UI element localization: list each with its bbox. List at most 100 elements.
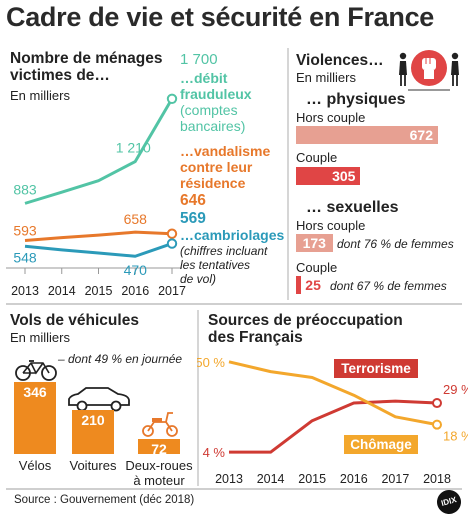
sex-couple-label: Couple	[296, 260, 338, 275]
phys-hors-couple-bar	[296, 126, 438, 144]
debit-2016-label: 1 210	[116, 140, 151, 156]
concerns-x-tick-label: 2016	[340, 472, 368, 486]
sex-couple-bar	[296, 276, 302, 294]
households-x-tick-label: 2014	[48, 284, 76, 298]
scooter-icon	[142, 412, 178, 437]
households-x-tick-label: 2017	[158, 284, 186, 298]
debit-line	[24, 98, 174, 205]
phys-hors-couple-bar-value: 672	[409, 127, 433, 143]
concerns-x-tick-label: 2018	[423, 472, 451, 486]
phys-couple-bar-value: 305	[332, 168, 356, 184]
households-x-tick-label: 2013	[11, 284, 39, 298]
idix-logo-text: IDIX	[440, 495, 458, 508]
households-title: Nombre de ménages victimes de…	[10, 50, 162, 84]
vehicle-bar-value: 346	[23, 384, 47, 400]
debit-2013-label: 883	[13, 181, 37, 197]
vehicle-category-label: Vélos	[18, 458, 52, 473]
vandalism-series-label-line: …vandalisme	[180, 143, 270, 159]
sex-couple-note: dont 67 % de femmes	[330, 279, 447, 293]
debit-series-label-line: bancaires)	[180, 118, 245, 134]
phys-couple-bar	[296, 167, 361, 185]
concerns-chart: 2013 2014 2015 2016 2017 2018 4 % 50 % 29 % 18 % T…	[197, 355, 468, 486]
burglary-series-label: …cambriolages	[180, 227, 284, 243]
unemployment-legend-box	[344, 435, 418, 454]
infographic-title: Cadre de vie et sécurité en France	[6, 2, 434, 32]
sex-hors-couple-bar	[296, 234, 333, 252]
burglary-line	[24, 242, 173, 258]
burglary-2016-label: 470	[124, 262, 148, 278]
concerns-title-line1: Sources de préoccupation	[208, 312, 403, 329]
burglary-2013-label: 548	[13, 249, 37, 265]
vehicle-bar	[14, 382, 56, 454]
concerns-title: Sources de préoccupation des Français	[208, 312, 403, 346]
terrorism-legend-label: Terrorisme	[341, 361, 411, 376]
unemployment-legend-label: Chômage	[350, 437, 412, 452]
burglary-note-line: de vol)	[180, 272, 216, 286]
vehicle-category-label: à moteur	[133, 473, 185, 488]
sex-hors-couple-label: Hors couple	[296, 218, 366, 233]
vertical-divider-bottom	[197, 310, 199, 486]
terrorism-2013-label: 4 %	[203, 445, 226, 460]
sex-couple-bar-value: 25	[305, 277, 321, 293]
unemployment-line	[228, 360, 438, 427]
violence-icon	[399, 50, 459, 91]
debit-2017-value: 1 700	[180, 51, 218, 68]
debit-series-label-line: frauduleux	[180, 86, 252, 102]
unemployment-line-end-marker	[432, 419, 442, 430]
debit-series-label-line: (comptes	[180, 102, 238, 118]
vandalism-series-label-line: résidence	[180, 175, 246, 191]
violence-unit: En milliers	[296, 70, 356, 85]
bicycle-icon	[15, 360, 57, 381]
concerns-x-tick-label: 2017	[381, 472, 409, 486]
vehicle-bar-value: 210	[81, 412, 105, 429]
households-unit: En milliers	[10, 88, 70, 103]
horizontal-divider-bottom	[6, 488, 462, 490]
concerns-x-tick-label: 2013	[215, 472, 243, 486]
households-x-tick-label: 2016	[121, 284, 149, 298]
debit-line-end-marker	[166, 93, 178, 105]
vehicle-category-label: Voitures	[69, 458, 117, 473]
concerns-x-tick-label: 2015	[298, 472, 326, 486]
violence-sexual-title: … sexuelles	[306, 199, 399, 216]
phys-couple-label: Couple	[296, 150, 338, 165]
violence-physical-title: … physiques	[306, 91, 406, 108]
burglary-note-line: (chiffres incluant	[180, 244, 268, 258]
households-title-line1: Nombre de ménages	[10, 50, 163, 67]
burglary-note-line: les tentatives	[180, 258, 250, 272]
violence-title: Violences…	[296, 52, 384, 69]
vehicles-day-note: – dont 49 % en journée	[58, 352, 183, 366]
households-title-line2: victimes de…	[10, 67, 110, 84]
vandalism-line	[24, 230, 173, 242]
vehicles-title: Vols de véhicules	[10, 312, 139, 329]
vehicle-bar	[138, 439, 180, 454]
vertical-divider-top	[287, 48, 289, 300]
vandalism-2016-label: 658	[124, 211, 148, 227]
sex-hors-couple-note: dont 76 % de femmes	[337, 237, 454, 251]
idix-logo: IDIX	[434, 487, 464, 517]
sex-hors-couple-bar-value: 173	[302, 235, 326, 251]
vandalism-line-end-marker	[166, 228, 178, 239]
concerns-x-tick-label: 2014	[257, 472, 285, 486]
horizontal-divider-middle	[6, 303, 462, 305]
phys-hors-couple-label: Hors couple	[296, 110, 366, 125]
vehicle-bar	[72, 410, 114, 454]
debit-series-label-line: …débit	[180, 70, 228, 86]
terrorism-legend-box	[334, 359, 418, 378]
terrorism-2018-label: 29 %	[443, 382, 468, 397]
burglary-line-end-marker	[166, 238, 178, 249]
vandalism-2013-label: 593	[13, 222, 37, 238]
households-chart: 2013 2014 2015 2016 2017 883 1 210 593 658 548 470…	[6, 51, 284, 298]
unemployment-2013-label: 50 %	[197, 355, 225, 370]
households-x-tick-label: 2015	[85, 284, 113, 298]
vandalism-series-label-line: contre leur	[180, 159, 253, 175]
terrorism-line	[229, 399, 438, 454]
vandalism-2017-value: 646	[180, 192, 206, 209]
source-note: Source : Gouvernement (déc 2018)	[14, 494, 195, 506]
vehicle-bar-value: 72	[151, 441, 167, 458]
concerns-title-line2: des Français	[208, 329, 303, 346]
vehicles-unit: En milliers	[10, 330, 70, 345]
unemployment-2018-label: 18 %	[443, 429, 468, 444]
car-icon	[68, 387, 130, 412]
terrorism-line-end-marker	[432, 398, 442, 409]
vehicle-category-label: Deux-roues	[125, 458, 193, 473]
